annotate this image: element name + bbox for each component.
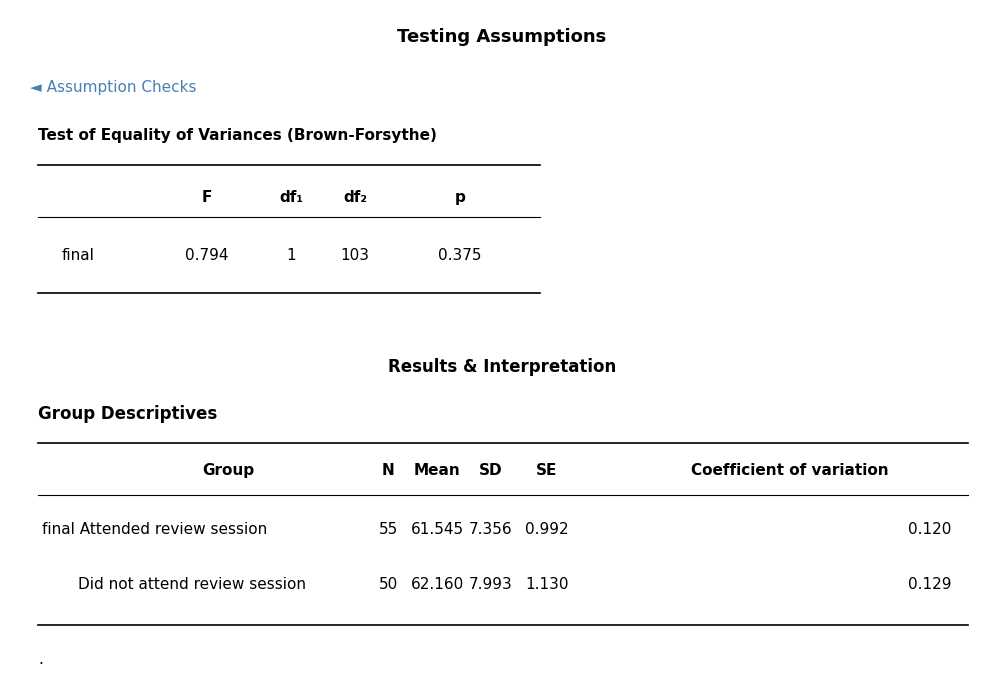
Text: SE: SE [537,463,558,478]
Text: .: . [38,652,43,667]
Text: df₁: df₁ [279,190,303,205]
Text: Group: Group [202,463,254,478]
Text: 7.993: 7.993 [469,577,513,592]
Text: Testing Assumptions: Testing Assumptions [397,28,607,46]
Text: Results & Interpretation: Results & Interpretation [388,358,616,376]
Text: N: N [382,463,394,478]
Text: df₂: df₂ [343,190,367,205]
Text: final Attended review session: final Attended review session [42,522,267,537]
Text: Test of Equality of Variances (Brown-Forsythe): Test of Equality of Variances (Brown-For… [38,128,437,143]
Text: p: p [454,190,465,205]
Text: 0.375: 0.375 [438,248,481,263]
Text: final: final [62,248,94,263]
Text: 0.992: 0.992 [526,522,569,537]
Text: Mean: Mean [414,463,460,478]
Text: 1.130: 1.130 [526,577,569,592]
Text: SD: SD [479,463,502,478]
Text: 1: 1 [286,248,295,263]
Text: 0.129: 0.129 [909,577,952,592]
Text: 0.794: 0.794 [185,248,229,263]
Text: 55: 55 [378,522,398,537]
Text: 7.356: 7.356 [469,522,513,537]
Text: ◄ Assumption Checks: ◄ Assumption Checks [30,80,197,95]
Text: F: F [202,190,212,205]
Text: 62.160: 62.160 [410,577,463,592]
Text: 0.120: 0.120 [909,522,952,537]
Text: 50: 50 [378,577,398,592]
Text: 61.545: 61.545 [410,522,463,537]
Text: Coefficient of variation: Coefficient of variation [691,463,888,478]
Text: Group Descriptives: Group Descriptives [38,405,217,423]
Text: Did not attend review session: Did not attend review session [78,577,306,592]
Text: 103: 103 [341,248,370,263]
